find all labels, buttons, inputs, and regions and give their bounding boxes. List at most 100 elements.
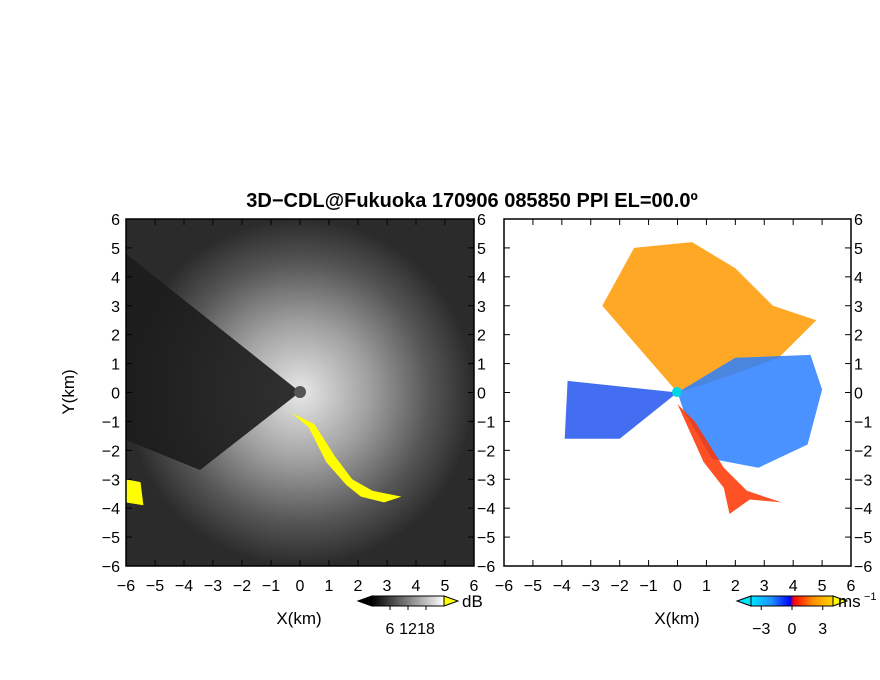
velocity-region-group [564, 242, 823, 514]
y-tick-label: 4 [477, 270, 486, 287]
y-tick-label: −1 [854, 414, 872, 431]
x-tick-label: 5 [818, 578, 827, 595]
y-tick-label: 0 [111, 386, 120, 403]
colorbar-tick-label: 3 [818, 621, 827, 638]
x-tick-label: 5 [441, 578, 450, 595]
yellow-echo-region [291, 412, 402, 503]
y-tick-label: −2 [854, 443, 872, 460]
x-tick-label: 4 [412, 578, 421, 595]
x-tick-label: 3 [760, 578, 769, 595]
y-tick-label: 4 [854, 270, 863, 287]
colorbar-under-triangle [735, 595, 752, 607]
y-tick-label: −6 [854, 559, 872, 576]
y-tick-label: −1 [102, 414, 120, 431]
x-tick-label: −6 [117, 578, 135, 595]
y-tick-label: −3 [102, 472, 120, 489]
yellow-echo-region [126, 479, 144, 506]
velocity-region [564, 380, 678, 439]
x-tick-label: −6 [495, 578, 513, 595]
yellow-echo-group [126, 412, 402, 506]
y-tick-label: 4 [111, 270, 120, 287]
colorbar-over-triangle [443, 595, 460, 607]
y-tick-label: 6 [111, 212, 120, 229]
x-tick-label: −4 [553, 578, 571, 595]
y-tick-label: 6 [477, 212, 486, 229]
colorbar-tick-label: 18 [417, 621, 435, 638]
x-tick-label: 2 [731, 578, 740, 595]
x-tick-label: −2 [233, 578, 251, 595]
x-tick-label: −1 [262, 578, 280, 595]
y-tick-label: 5 [854, 241, 863, 258]
y-tick-label: −2 [477, 443, 495, 460]
velocity-region [677, 404, 782, 514]
y-tick-label: 3 [111, 299, 120, 316]
x-tick-label: 3 [383, 578, 392, 595]
y-tick-label: −4 [854, 501, 872, 518]
y-tick-label: −2 [102, 443, 120, 460]
colorbar-tick-label: 0 [788, 621, 797, 638]
y-tick-label: 2 [854, 328, 863, 345]
velocity-colorbar: −3 0 3 ms −1 [735, 591, 877, 638]
x-tick-label: 0 [673, 578, 682, 595]
y-tick-label: 2 [111, 328, 120, 345]
velocity-image [504, 219, 851, 566]
colorbar-unit: dB [462, 592, 483, 611]
x-tick-label: 2 [354, 578, 363, 595]
x-tick-label: 6 [847, 578, 856, 595]
y-tick-label: 3 [477, 299, 486, 316]
colorbar-tick-label: 12 [399, 621, 417, 638]
velocity-axes: −6 −5 −4 −3 −2 −1 0 1 2 3 4 5 6 6 5 4 3 2 1 0 −1 −2 −3 −4 −5 −6 [495, 212, 872, 595]
y-tick-label: −6 [102, 559, 120, 576]
colorbar-unit: ms [838, 592, 861, 611]
y-tick-label: −5 [854, 530, 872, 547]
x-tick-label: −5 [146, 578, 164, 595]
x-tick-label: −4 [175, 578, 193, 595]
x-tick-label: 4 [789, 578, 798, 595]
x-tick-label: 0 [296, 578, 305, 595]
y-tick-label: 5 [477, 241, 486, 258]
x-axis-label: X(km) [654, 609, 699, 628]
x-tick-label: −1 [639, 578, 657, 595]
blocked-sector [126, 254, 300, 470]
colorbar-tick-label: −3 [752, 621, 770, 638]
colorbar-gradient [750, 595, 834, 607]
figure-title: 3D−CDL@Fukuoka 170906 085850 PPI EL=00.0… [246, 190, 698, 212]
y-tick-label: 0 [477, 386, 486, 403]
colorbar-tick-label: 6 [386, 621, 395, 638]
x-tick-label: 1 [325, 578, 334, 595]
x-tick-label: −5 [524, 578, 542, 595]
y-tick-label: −3 [477, 472, 495, 489]
y-tick-label: 1 [854, 357, 863, 374]
y-tick-label: 0 [854, 386, 863, 403]
velocity-region [677, 354, 823, 468]
radar-site-marker [294, 386, 306, 398]
y-tick-label: −5 [102, 530, 120, 547]
x-tick-label: −3 [204, 578, 222, 595]
radar-site-marker [672, 387, 682, 397]
reflectivity-axes: −6 −5 −4 −3 −2 −1 0 1 2 3 4 5 66 65 54 43 32 21 10 0−1 −1−2−… [102, 212, 496, 595]
colorbar-gradient [371, 595, 445, 607]
colorbar-under-triangle [356, 595, 373, 607]
y-tick-label: 1 [477, 357, 486, 374]
y-axis-label: Y(km) [59, 369, 78, 414]
y-tick-label: 1 [111, 357, 120, 374]
y-tick-label: −4 [477, 501, 495, 518]
x-axis-label: X(km) [276, 609, 321, 628]
y-tick-label: −4 [102, 501, 120, 518]
reflectivity-colorbar: 6 12 18 dB [356, 592, 483, 638]
x-tick-label: −3 [582, 578, 600, 595]
y-tick-label: −1 [477, 414, 495, 431]
x-tick-label: 1 [702, 578, 711, 595]
reflectivity-panel: −6 −5 −4 −3 −2 −1 0 1 2 3 4 5 66 65 54 43 32 21 10 0−1 −1−2−… [59, 212, 495, 628]
reflectivity-image [126, 219, 474, 566]
x-tick-label: 6 [470, 578, 479, 595]
doppler-velocity-panel: −6 −5 −4 −3 −2 −1 0 1 2 3 4 5 6 6 5 4 3 2 1 0 −1 −2 −3 −4 −5 −6 X… [495, 212, 872, 628]
y-tick-label: −5 [477, 530, 495, 547]
velocity-region [602, 242, 817, 393]
y-tick-label: 6 [854, 212, 863, 229]
colorbar-unit-superscript: −1 [864, 591, 877, 603]
x-tick-label: −2 [611, 578, 629, 595]
y-tick-label: 2 [477, 328, 486, 345]
y-tick-label: −3 [854, 472, 872, 489]
